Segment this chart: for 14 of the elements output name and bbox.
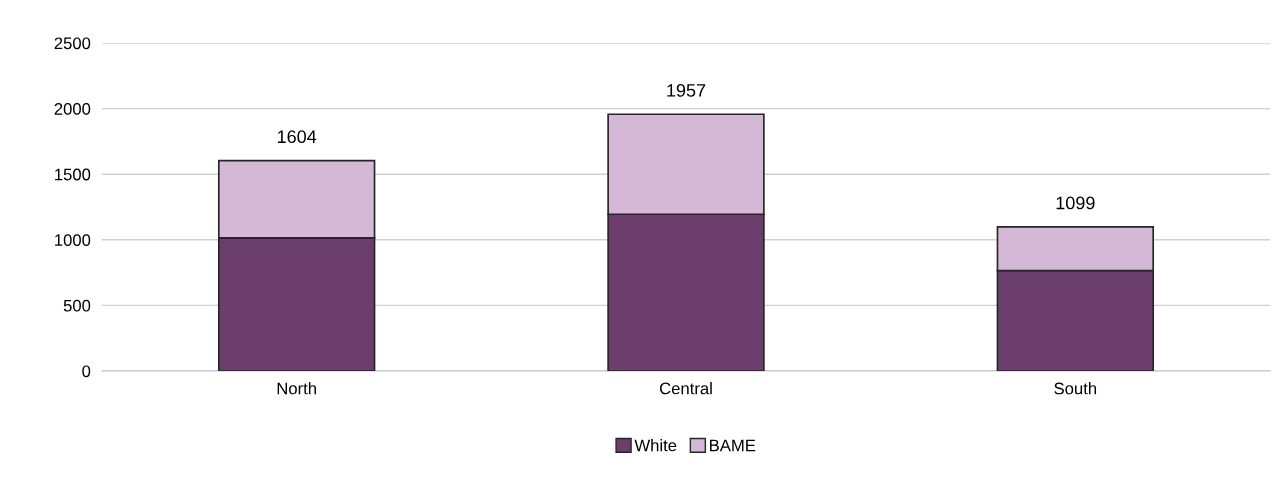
- y-tick-label: 500: [63, 299, 91, 312]
- y-tick-label: 2000: [54, 103, 91, 115]
- total-label: 1957: [667, 84, 706, 97]
- x-tick-label: North: [277, 382, 316, 395]
- y-tick-label: 2500: [54, 37, 91, 50]
- y-tick-label: 1000: [55, 234, 91, 246]
- legend-label: BAME: [710, 439, 756, 452]
- x-tick-label: Central: [659, 382, 712, 395]
- total-label: 1099: [1056, 196, 1095, 210]
- y-tick-label: 0: [82, 365, 91, 378]
- x-tick-label: South: [1054, 382, 1097, 395]
- legend-label: White: [634, 439, 677, 452]
- y-tick-label: 1500: [55, 168, 91, 181]
- total-label: 1604: [277, 130, 317, 144]
